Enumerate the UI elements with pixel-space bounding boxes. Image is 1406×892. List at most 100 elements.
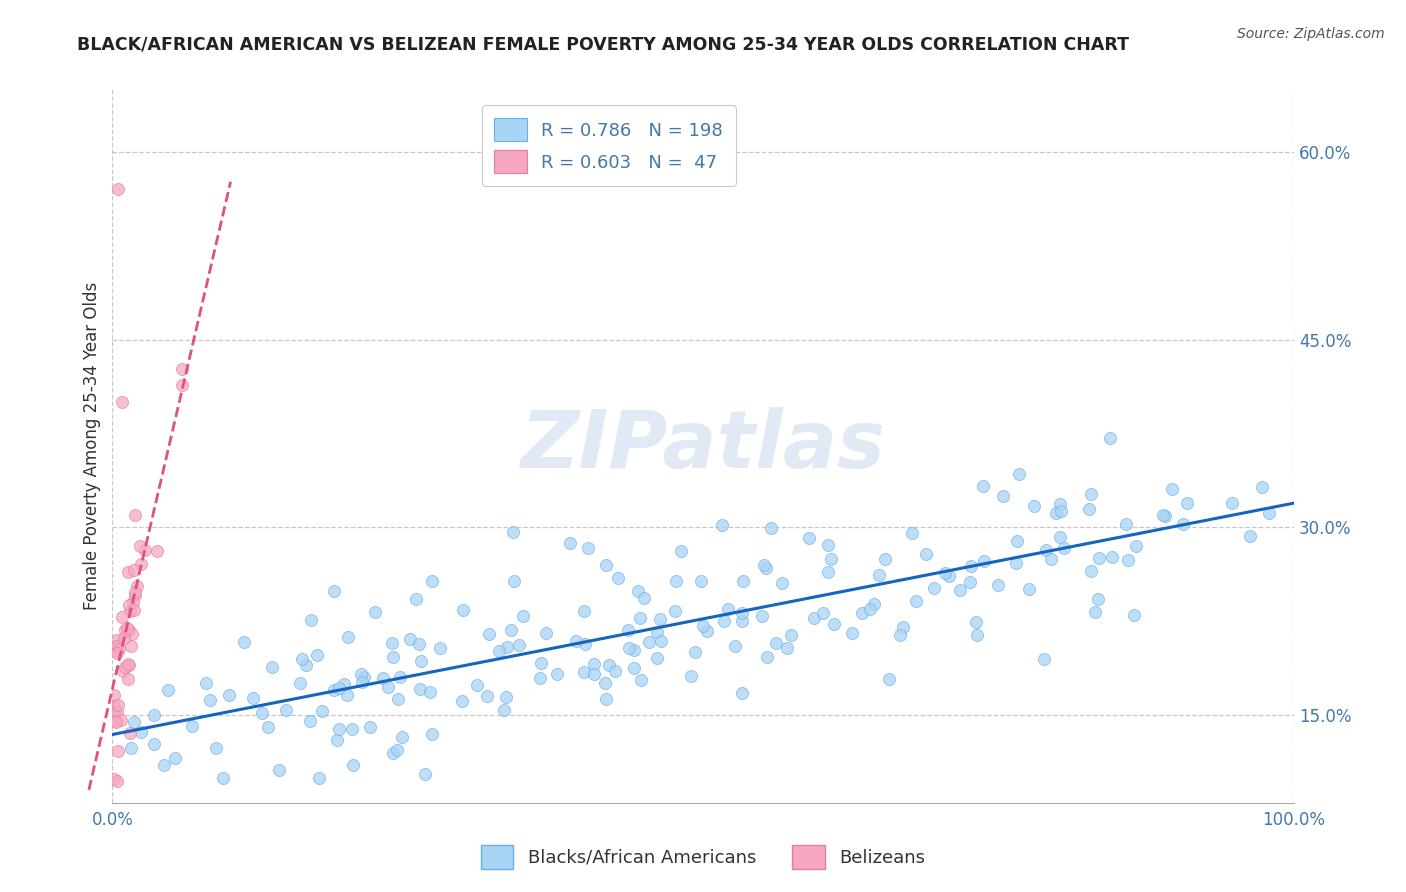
Point — [1083, 605, 1105, 619]
Point — [495, 690, 517, 705]
Point — [770, 575, 793, 590]
Point — [103, 706, 125, 720]
Point — [1115, 516, 1137, 531]
Point — [120, 640, 142, 654]
Point — [595, 558, 617, 572]
Text: BLACK/AFRICAN AMERICAN VS BELIZEAN FEMALE POVERTY AMONG 25-34 YEAR OLDS CORRELAT: BLACK/AFRICAN AMERICAN VS BELIZEAN FEMAL… — [77, 36, 1129, 54]
Point — [966, 628, 988, 642]
Point — [508, 638, 530, 652]
Point — [364, 605, 387, 619]
Point — [1080, 487, 1102, 501]
Point — [1116, 553, 1139, 567]
Point — [105, 632, 128, 647]
Point — [731, 574, 754, 589]
Point — [904, 594, 927, 608]
Point — [572, 665, 595, 679]
Point — [405, 592, 427, 607]
Point — [1078, 502, 1101, 516]
Point — [558, 536, 581, 550]
Point — [332, 676, 354, 690]
Point — [328, 681, 350, 695]
Point — [340, 722, 363, 736]
Point — [582, 667, 605, 681]
Point — [1099, 432, 1122, 446]
Point — [1171, 516, 1194, 531]
Point — [623, 643, 645, 657]
Point — [1053, 541, 1076, 556]
Point — [360, 720, 382, 734]
Point — [546, 667, 568, 681]
Point — [125, 578, 148, 592]
Point — [671, 543, 693, 558]
Point — [387, 743, 409, 757]
Point — [877, 672, 900, 686]
Point — [868, 567, 890, 582]
Point — [120, 740, 142, 755]
Point — [114, 623, 136, 637]
Point — [163, 750, 186, 764]
Point — [122, 603, 145, 617]
Point — [328, 722, 350, 736]
Point — [823, 617, 845, 632]
Point — [105, 715, 128, 730]
Point — [399, 632, 422, 646]
Point — [965, 615, 987, 630]
Point — [820, 551, 842, 566]
Point — [1088, 550, 1111, 565]
Point — [776, 641, 799, 656]
Point — [949, 582, 972, 597]
Point — [759, 521, 782, 535]
Point — [496, 640, 519, 654]
Point — [630, 673, 652, 687]
Point — [1152, 508, 1174, 522]
Point — [731, 606, 754, 620]
Point — [170, 377, 193, 392]
Point — [103, 688, 125, 702]
Point — [1018, 582, 1040, 596]
Point — [1049, 497, 1071, 511]
Point — [817, 538, 839, 552]
Point — [337, 630, 360, 644]
Point — [419, 685, 441, 699]
Point — [389, 670, 412, 684]
Point — [115, 621, 138, 635]
Point — [780, 628, 803, 642]
Point — [765, 636, 787, 650]
Point — [111, 395, 134, 409]
Point — [291, 651, 314, 665]
Point — [817, 565, 839, 579]
Point — [915, 547, 938, 561]
Point — [607, 571, 630, 585]
Point — [105, 705, 128, 719]
Point — [288, 676, 311, 690]
Point — [1220, 496, 1243, 510]
Point — [1039, 552, 1062, 566]
Point — [959, 574, 981, 589]
Point — [377, 680, 399, 694]
Point — [110, 713, 132, 727]
Point — [724, 640, 747, 654]
Point — [889, 628, 911, 642]
Point — [117, 566, 139, 580]
Point — [692, 619, 714, 633]
Point — [987, 577, 1010, 591]
Point — [647, 651, 669, 665]
Point — [650, 612, 672, 626]
Point — [851, 606, 873, 620]
Point — [645, 625, 668, 640]
Point — [1123, 607, 1146, 622]
Point — [336, 688, 359, 702]
Point — [105, 644, 128, 658]
Point — [156, 683, 179, 698]
Point — [627, 583, 650, 598]
Point — [1033, 652, 1056, 666]
Point — [1160, 482, 1182, 496]
Point — [326, 732, 349, 747]
Point — [683, 645, 706, 659]
Point — [409, 654, 432, 668]
Point — [422, 727, 444, 741]
Point — [194, 676, 217, 690]
Point — [450, 694, 472, 708]
Point — [1250, 480, 1272, 494]
Point — [218, 688, 240, 702]
